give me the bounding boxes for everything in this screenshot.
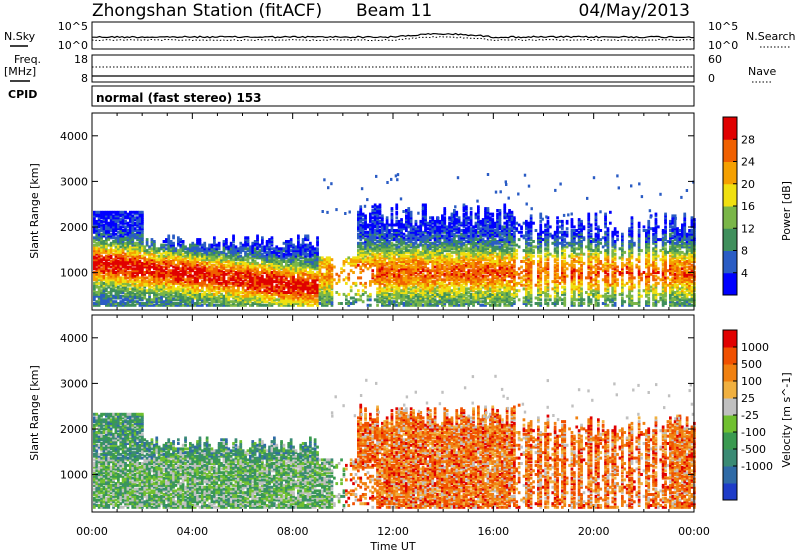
noise-panel: N.Sky N.Search 10^5 10^0 10^5 10^0	[4, 20, 796, 52]
power-panel: 1000 2000 3000 4000 Slant Range [km] 4 8 12 16…	[28, 113, 793, 310]
colorbar-segment	[723, 449, 737, 467]
colorbar-tick-label: 28	[741, 133, 755, 146]
colorbar-segment	[723, 483, 737, 501]
colorbar-segment	[723, 251, 737, 274]
colorbar-tick-label: -25	[741, 409, 759, 422]
colorbar-segment	[723, 184, 737, 207]
freq-ytick-top: 18	[74, 53, 88, 66]
colorbar-tick-label: 500	[741, 358, 762, 371]
x-tick-label: 16:00	[477, 525, 509, 538]
cpid-strip: normal (fast stereo) 153	[92, 86, 694, 106]
colorbar-segment	[723, 466, 737, 484]
colorbar-tick-label: 4	[741, 267, 748, 280]
colorbar-tick-label: 12	[741, 222, 755, 235]
velocity-ylabel: Slant Range [km]	[28, 365, 41, 461]
colorbar-segment	[723, 398, 737, 416]
noise-ytick-bottom: 10^0	[58, 39, 88, 52]
colorbar-segment	[723, 228, 737, 251]
colorbar-tick-label: 20	[741, 178, 755, 191]
colorbar-tick-label: 16	[741, 200, 755, 213]
mhz-label: [MHz]	[4, 65, 36, 78]
colorbar-tick-label: 1000	[741, 341, 769, 354]
range-tick-label: 4000	[60, 332, 88, 345]
noise-ytick-top: 10^5	[58, 20, 88, 33]
colorbar-segment	[723, 162, 737, 185]
colorbar-segment	[723, 117, 737, 140]
range-tick-label: 3000	[60, 175, 88, 188]
range-tick-label: 2000	[60, 221, 88, 234]
colorbar-segment	[723, 347, 737, 365]
power-ylabel: Slant Range [km]	[28, 163, 41, 259]
colorbar-segment	[723, 432, 737, 450]
colorbar-segment	[723, 381, 737, 399]
colorbar-tick-label: 24	[741, 156, 755, 169]
velocity-cbar-label: Velocity [m s^-1]	[780, 372, 793, 467]
x-tick-label: 00:00	[678, 525, 710, 538]
colorbar-tick-label: -1000	[741, 460, 773, 473]
station-title: Zhongshan Station (fitACF)	[92, 1, 322, 21]
beam-title: Beam 11	[356, 1, 432, 21]
nave-label: Nave	[748, 65, 776, 78]
colorbar-tick-label: 25	[741, 392, 755, 405]
range-tick-label: 4000	[60, 130, 88, 143]
colorbar-segment	[723, 364, 737, 382]
colorbar-segment	[723, 206, 737, 229]
colorbar-segment	[723, 139, 737, 162]
nsearch-label: N.Search	[746, 30, 796, 43]
range-tick-label: 1000	[60, 469, 88, 482]
nsky-label: N.Sky	[4, 30, 36, 43]
range-tick-label: 1000	[60, 267, 88, 280]
cpid-text: normal (fast stereo) 153	[96, 91, 262, 105]
range-tick-label: 3000	[60, 377, 88, 390]
colorbar-segment	[723, 330, 737, 348]
velocity-panel: 1000 2000 3000 4000 Slant Range [km] 1000 50…	[28, 315, 793, 512]
colorbar-tick-label: -100	[741, 426, 766, 439]
x-tick-label: 08:00	[277, 525, 309, 538]
x-tick-label: 00:00	[76, 525, 108, 538]
x-tick-label: 20:00	[578, 525, 610, 538]
date-title: 04/May/2013	[579, 1, 691, 21]
colorbar-segment	[723, 273, 737, 296]
noise-y2tick-bottom: 10^0	[708, 39, 738, 52]
freq-y2tick-top: 60	[708, 53, 722, 66]
range-tick-label: 2000	[60, 423, 88, 436]
colorbar-tick-label: -500	[741, 443, 766, 456]
colorbar-tick-label: 8	[741, 245, 748, 258]
noise-y2tick-top: 10^5	[708, 20, 738, 33]
cpid-label: CPID	[8, 88, 37, 101]
colorbar-segment	[723, 415, 737, 433]
x-tick-label: 04:00	[176, 525, 208, 538]
x-axis-label: Time UT	[369, 540, 415, 553]
freq-y2tick-bottom: 0	[708, 72, 715, 85]
freq-ytick-bottom: 8	[81, 72, 88, 85]
x-tick-label: 12:00	[377, 525, 409, 538]
power-cbar-label: Power [dB]	[780, 181, 793, 241]
colorbar-tick-label: 100	[741, 375, 762, 388]
nsky-line	[92, 34, 694, 38]
